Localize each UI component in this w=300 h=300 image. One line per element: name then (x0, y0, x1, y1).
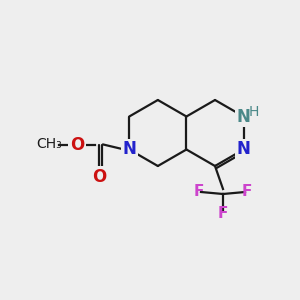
Text: CH₃: CH₃ (36, 137, 62, 152)
Text: N: N (122, 140, 136, 158)
Text: N: N (237, 140, 250, 158)
Text: F: F (194, 184, 204, 200)
Text: H: H (248, 104, 259, 118)
Text: F: F (218, 206, 228, 220)
Text: O: O (92, 167, 106, 185)
Text: N: N (237, 107, 250, 125)
Text: F: F (242, 184, 252, 200)
Text: O: O (70, 136, 84, 154)
